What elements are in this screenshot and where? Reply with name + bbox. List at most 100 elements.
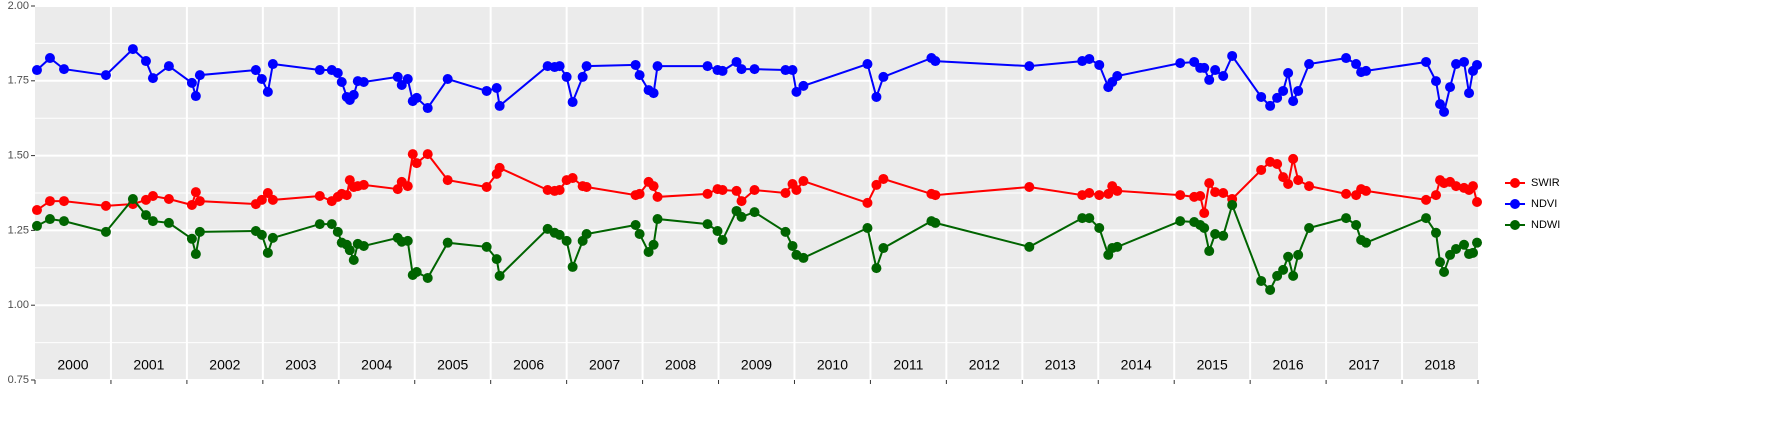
point <box>44 196 55 207</box>
y-tick-label: 1.75 <box>8 75 29 87</box>
point <box>402 235 413 246</box>
legend-label: NDVI <box>1531 198 1557 210</box>
point <box>1024 61 1035 72</box>
point <box>1265 100 1276 111</box>
point <box>267 59 278 70</box>
point <box>561 235 572 246</box>
legend-label: NDWI <box>1531 219 1560 231</box>
point <box>652 61 663 72</box>
point <box>1272 158 1283 169</box>
point <box>787 65 798 76</box>
point <box>1431 190 1442 201</box>
point <box>1421 213 1432 224</box>
point <box>780 65 791 76</box>
point <box>1265 284 1276 295</box>
point <box>581 182 592 193</box>
point <box>44 214 55 225</box>
y-tick-label: 1.00 <box>8 299 29 311</box>
series <box>31 193 1483 295</box>
point <box>1218 188 1229 198</box>
point <box>190 249 201 260</box>
x-tick-label: 2002 <box>209 357 240 373</box>
point <box>1361 185 1372 196</box>
point <box>1278 264 1289 275</box>
point <box>878 243 889 254</box>
point <box>798 80 809 91</box>
point <box>787 240 798 251</box>
point <box>407 149 418 160</box>
point <box>791 86 802 97</box>
point <box>147 216 158 227</box>
point <box>190 91 201 102</box>
x-tick-label: 2001 <box>133 357 164 373</box>
point <box>1431 76 1442 87</box>
point <box>736 64 747 75</box>
point <box>336 76 347 87</box>
point <box>798 176 809 187</box>
point <box>186 233 197 244</box>
point <box>1204 74 1215 85</box>
point <box>358 179 369 190</box>
point <box>1199 208 1210 219</box>
point <box>1218 230 1229 241</box>
point <box>262 247 273 258</box>
point <box>494 162 505 173</box>
point <box>147 73 158 84</box>
point <box>1227 199 1238 210</box>
point <box>348 89 359 100</box>
point <box>862 59 873 70</box>
point <box>1288 153 1299 164</box>
point <box>1351 59 1362 70</box>
point <box>127 193 138 204</box>
point <box>194 70 205 81</box>
x-tick-label: 2003 <box>285 357 316 373</box>
point <box>262 188 273 198</box>
point <box>1341 53 1352 64</box>
x-tick-label: 2000 <box>57 357 88 373</box>
point <box>1293 249 1304 260</box>
point <box>411 158 422 169</box>
point <box>341 190 352 201</box>
point <box>250 65 261 76</box>
point <box>1435 99 1446 110</box>
point <box>314 219 325 230</box>
point <box>1199 62 1210 73</box>
point <box>648 88 659 99</box>
point <box>702 219 713 230</box>
point <box>1472 59 1483 70</box>
point <box>930 190 941 201</box>
point <box>494 100 505 111</box>
point <box>749 185 760 196</box>
x-tick-label: 2004 <box>361 357 392 373</box>
point <box>147 190 158 201</box>
point <box>190 187 201 198</box>
point <box>402 181 413 192</box>
point <box>1199 223 1210 234</box>
point <box>163 217 174 228</box>
point <box>630 59 641 70</box>
point <box>1175 190 1186 201</box>
point <box>31 205 42 216</box>
point <box>1084 53 1095 64</box>
point <box>648 181 659 192</box>
point <box>100 226 111 237</box>
point <box>1112 71 1123 82</box>
point <box>256 229 267 240</box>
point <box>702 188 713 199</box>
point <box>1024 182 1035 193</box>
point <box>1272 92 1283 103</box>
point <box>652 191 663 202</box>
point <box>567 97 578 108</box>
point <box>1304 223 1315 234</box>
point <box>554 61 565 72</box>
point <box>1204 178 1215 189</box>
point <box>59 64 70 75</box>
point <box>634 188 645 199</box>
point <box>630 220 641 231</box>
point <box>1204 246 1215 257</box>
y-tick-label: 1.50 <box>8 150 29 162</box>
point <box>31 220 42 231</box>
point <box>1472 237 1483 248</box>
point <box>1341 188 1352 199</box>
point <box>731 185 742 196</box>
